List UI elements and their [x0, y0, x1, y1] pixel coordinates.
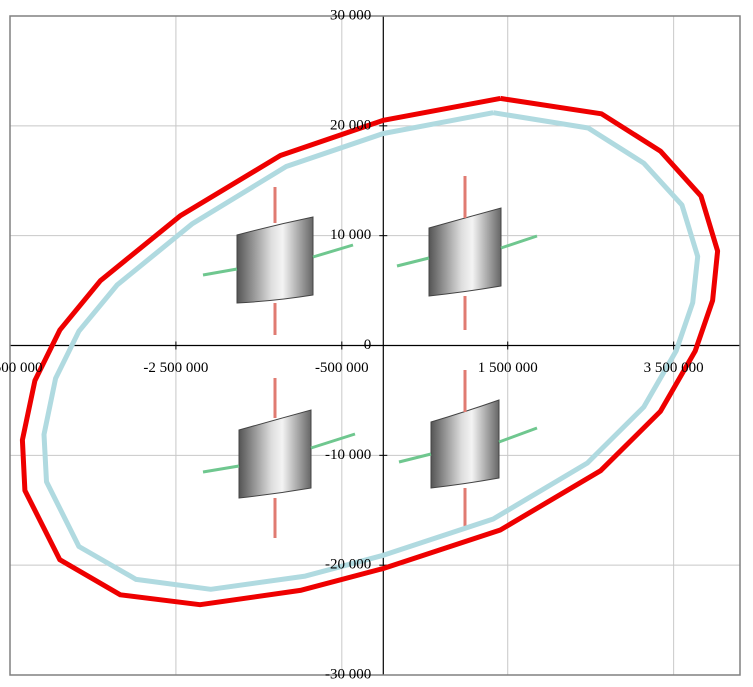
y-tick-label: -10 000 [325, 447, 371, 463]
x-tick-label: -4 500 000 [0, 360, 43, 376]
element-icon [202, 378, 356, 538]
y-tick-label: -20 000 [325, 557, 371, 573]
curves [19, 95, 721, 608]
y-tick-label: 0 [364, 337, 372, 353]
x-tick-label: -500 000 [315, 360, 369, 376]
x-tick-label: 3 500 000 [644, 360, 704, 376]
element-icon [202, 187, 354, 335]
x-tick-label: 1 500 000 [478, 360, 538, 376]
element-icons [202, 176, 538, 538]
y-tick-label: 10 000 [330, 227, 371, 243]
element-icon [398, 370, 538, 528]
plot-border [9, 15, 741, 676]
grid [9, 15, 740, 676]
interaction-curve [19, 95, 721, 608]
y-tick-label: 20 000 [330, 117, 371, 133]
x-tick-label: -2 500 000 [143, 360, 208, 376]
y-tick-label: -30 000 [325, 666, 371, 682]
interaction-curve [41, 110, 701, 592]
tick-labels: -4 500 000 -2 500 000 -500 000 1 500 000 3 5… [0, 7, 704, 682]
element-icon [396, 176, 538, 330]
y-tick-label: 30 000 [330, 7, 371, 23]
